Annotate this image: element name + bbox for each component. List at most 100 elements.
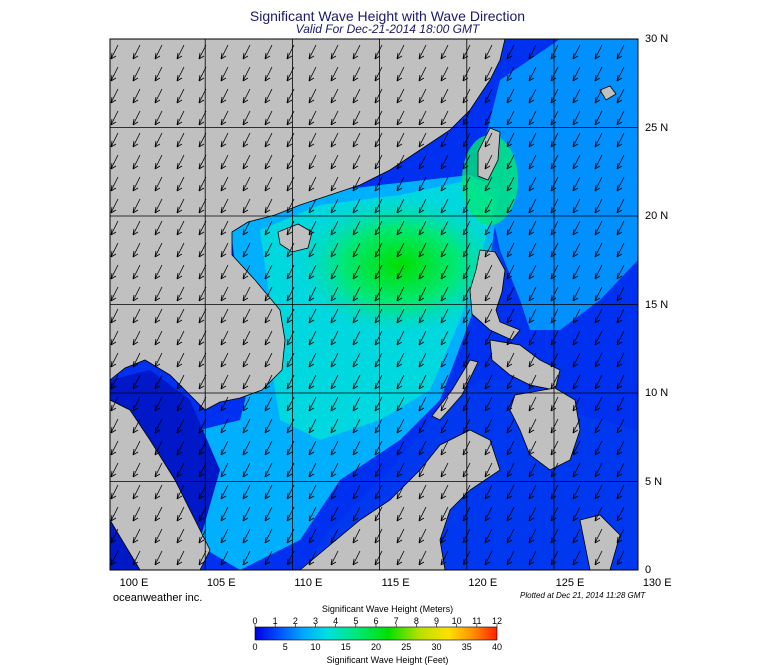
wave-arrow [286, 220, 295, 236]
wave-arrow [264, 440, 273, 456]
wave-arrow [330, 506, 339, 522]
wave-arrow [154, 506, 163, 522]
wave-arrow [484, 550, 493, 566]
wave-arrow [616, 506, 625, 522]
wave-arrow [440, 396, 449, 412]
wave-arrow [242, 462, 251, 478]
wave-arrow [308, 462, 317, 478]
wave-arrow [110, 220, 119, 236]
wave-arrow [440, 154, 449, 170]
wave-arrow [440, 88, 449, 104]
wave-arrow [264, 154, 273, 170]
wave-arrow [594, 550, 603, 566]
wave-arrow [264, 132, 273, 148]
wave-arrow [352, 110, 361, 126]
wave-arrow [396, 88, 405, 104]
wave-arrow [616, 242, 625, 258]
wave-arrow [352, 176, 361, 192]
colorbar-feet-tick: 15 [340, 642, 351, 652]
wave-arrow [528, 66, 537, 82]
wave-arrow [506, 132, 515, 148]
wave-arrow [154, 44, 163, 60]
wave-arrow [572, 198, 581, 214]
wave-arrow [374, 528, 383, 544]
wave-arrow [572, 44, 581, 60]
land-luzon [469, 249, 521, 341]
wave-arrow [242, 220, 251, 236]
map-frame [109, 38, 639, 571]
wave-arrow [352, 462, 361, 478]
wave-arrow [616, 198, 625, 214]
wave-arrow [440, 528, 449, 544]
wave-arrow [506, 506, 515, 522]
wave-arrow [154, 220, 163, 236]
wave-arrow [484, 132, 493, 148]
wave-arrow [440, 418, 449, 434]
wave-arrow [132, 44, 141, 60]
colorbar-meters-tick: 2 [292, 616, 298, 626]
wave-arrow [176, 44, 185, 60]
wave-arrow [154, 418, 163, 434]
wave-arrow [330, 330, 339, 346]
wave-arrow [308, 374, 317, 390]
wave-arrow [286, 374, 295, 390]
wave-arrow [572, 506, 581, 522]
wave-arrow [374, 396, 383, 412]
colorbar-feet-tick: 25 [401, 642, 412, 652]
wave-arrow [528, 418, 537, 434]
wave-arrow [110, 330, 119, 346]
wave-arrow [308, 198, 317, 214]
wave-arrow [110, 286, 119, 302]
wave-arrow [396, 220, 405, 236]
wave-arrow [132, 88, 141, 104]
wave-arrow [374, 374, 383, 390]
wave-arrow [352, 374, 361, 390]
wave-arrow [330, 110, 339, 126]
wave-arrow [396, 440, 405, 456]
wave-arrow [264, 242, 273, 258]
map-subtitle: Valid For Dec-21-2014 18:00 GMT [295, 22, 480, 36]
wave-arrow [550, 396, 559, 412]
wave-arrow [352, 220, 361, 236]
colorbar [254, 626, 498, 641]
wave-arrow [484, 88, 493, 104]
wave-arrow [572, 440, 581, 456]
wave-arrow [242, 198, 251, 214]
wave-arrow [242, 352, 251, 368]
wave-arrow [374, 154, 383, 170]
wave-arrow [418, 550, 427, 566]
wave-arrow [242, 440, 251, 456]
wave-arrow [572, 352, 581, 368]
wave-arrow [506, 418, 515, 434]
wave-arrow [242, 418, 251, 434]
wave-arrow [594, 330, 603, 346]
wave-arrow [594, 66, 603, 82]
wave-arrow [506, 66, 515, 82]
wave-arrow [264, 528, 273, 544]
wave-arrow [506, 220, 515, 236]
wave-arrow [550, 528, 559, 544]
wave-arrow [154, 154, 163, 170]
wave-arrow [220, 264, 229, 280]
wave-arrow [484, 506, 493, 522]
wave-arrow [418, 66, 427, 82]
longitude-label: 130 E [642, 577, 672, 589]
wave-arrow [110, 132, 119, 148]
wave-arrow [572, 88, 581, 104]
wave-arrow [352, 308, 361, 324]
wave-arrow [220, 154, 229, 170]
wave-arrow [484, 484, 493, 500]
wave-arrow [418, 198, 427, 214]
wave-arrow [374, 308, 383, 324]
wave-arrow [440, 308, 449, 324]
wave-arrow [396, 462, 405, 478]
wave-arrow [440, 264, 449, 280]
wave-arrow [154, 132, 163, 148]
wave-arrow [550, 308, 559, 324]
wave-arrow [132, 550, 141, 566]
wave-arrow [572, 374, 581, 390]
map-title: Significant Wave Height with Wave Direct… [249, 8, 526, 24]
wave-arrow [396, 506, 405, 522]
wave-arrow [506, 440, 515, 456]
wave-arrow [550, 484, 559, 500]
